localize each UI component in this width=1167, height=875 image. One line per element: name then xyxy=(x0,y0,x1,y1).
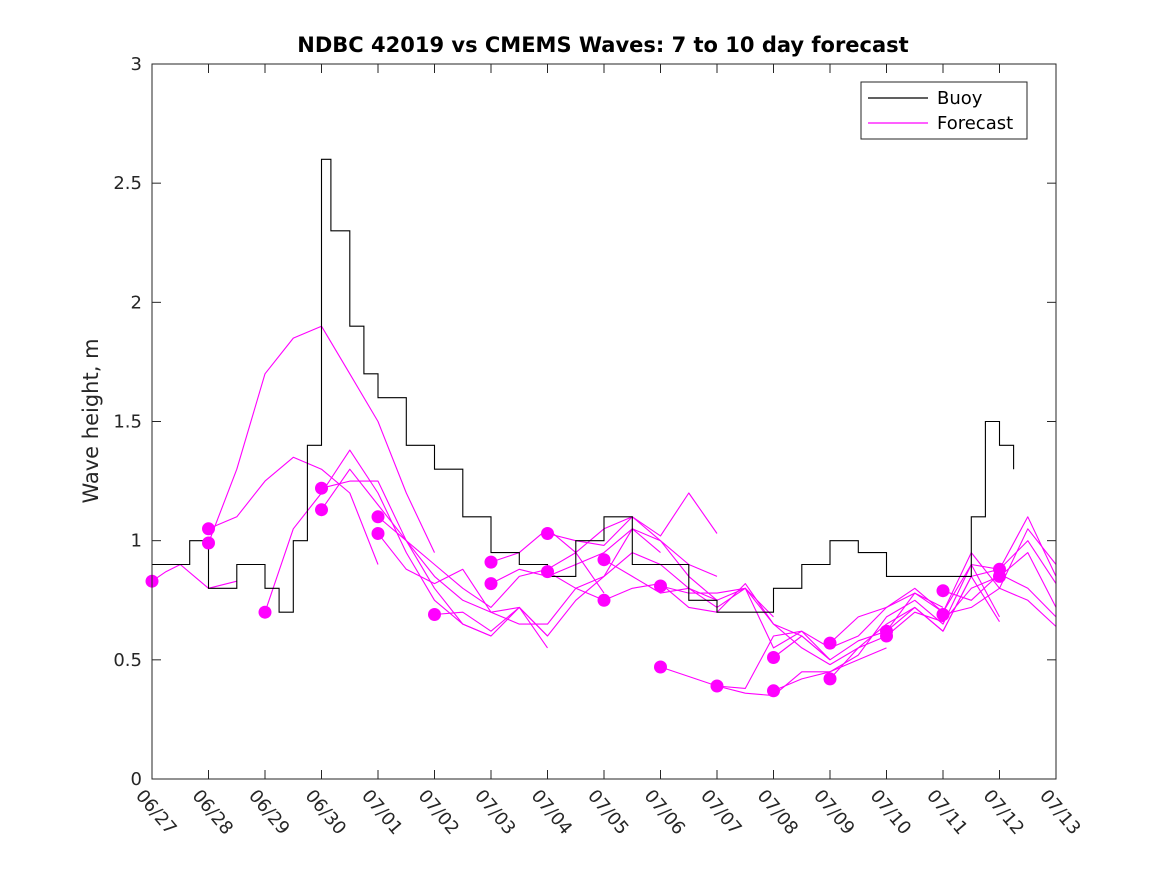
forecast-marker xyxy=(936,608,950,621)
forecast-marker xyxy=(202,536,215,550)
forecast-marker xyxy=(315,503,328,517)
forecast-marker xyxy=(880,629,893,643)
forecast-marker xyxy=(823,636,837,650)
y-tick-label: 0 xyxy=(131,769,142,790)
forecast-run-line-26 xyxy=(942,587,1057,627)
y-axis-label: Wave height, m xyxy=(79,338,103,503)
forecast-run-line-4 xyxy=(264,449,492,637)
forecast-run-line-22 xyxy=(829,516,1057,680)
legend-label-forecast: Forecast xyxy=(937,113,1013,134)
forecast-marker xyxy=(428,608,441,621)
legend-box xyxy=(860,81,1028,140)
forecast-marker xyxy=(371,510,385,524)
forecast-run-line-16 xyxy=(660,585,887,666)
forecast-run-line-24 xyxy=(886,552,1057,637)
forecast-run-line-6 xyxy=(321,468,548,649)
forecast-marker xyxy=(202,522,215,536)
forecast-marker xyxy=(315,481,328,495)
forecast-marker xyxy=(767,684,780,698)
forecast-run-line-20 xyxy=(773,563,1000,692)
forecast-marker xyxy=(654,660,667,674)
forecast-run-line-1 xyxy=(151,563,237,589)
forecast-marker xyxy=(371,527,385,540)
y-tick-label: 1.5 xyxy=(113,412,142,433)
forecast-run-line-8 xyxy=(377,533,605,625)
forecast-marker xyxy=(258,605,272,619)
y-tick-label: 2.5 xyxy=(113,173,142,194)
plot-area xyxy=(145,158,1057,698)
forecast-run-line-9 xyxy=(434,528,661,637)
forecast-marker xyxy=(767,651,780,664)
legend-label-buoy: Buoy xyxy=(937,88,983,109)
forecast-marker xyxy=(936,584,950,598)
forecast-marker xyxy=(654,579,667,593)
forecast-marker xyxy=(484,555,498,569)
y-tick-label: 0.5 xyxy=(113,650,142,671)
forecast-marker xyxy=(597,553,611,567)
y-tick-label: 1 xyxy=(131,531,142,552)
legend: Buoy Forecast xyxy=(860,81,1028,140)
forecast-marker xyxy=(484,577,498,591)
buoy-line xyxy=(152,158,1015,613)
forecast-run-line-2 xyxy=(208,456,379,565)
y-tick-label: 3 xyxy=(131,54,142,75)
forecast-marker xyxy=(541,527,554,540)
forecast-marker xyxy=(710,679,724,693)
forecast-marker xyxy=(541,565,554,579)
forecast-run-line-7 xyxy=(377,516,605,608)
forecast-marker xyxy=(823,672,837,686)
y-tick-label: 2 xyxy=(131,292,142,313)
chart-title: NDBC 42019 vs CMEMS Waves: 7 to 10 day f… xyxy=(297,33,908,57)
forecast-marker xyxy=(993,569,1006,583)
forecast-marker xyxy=(597,593,611,607)
